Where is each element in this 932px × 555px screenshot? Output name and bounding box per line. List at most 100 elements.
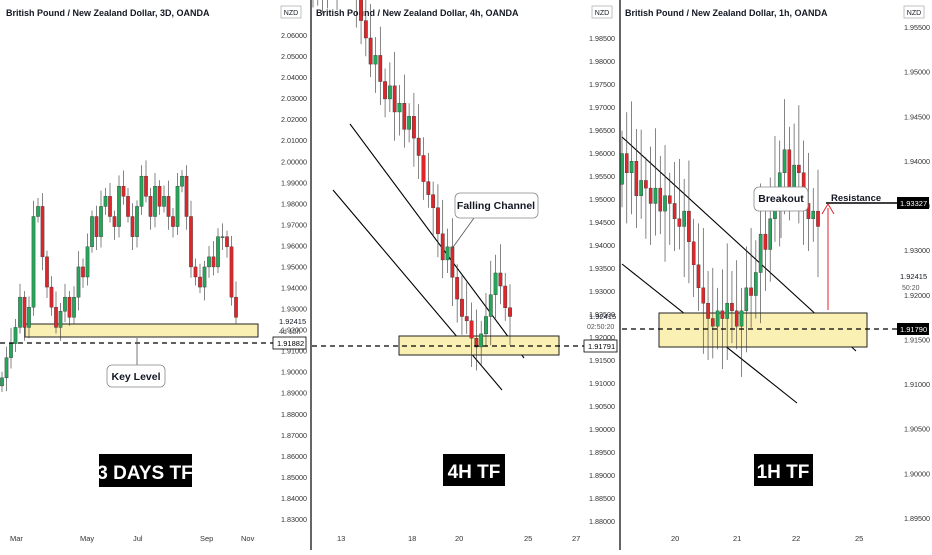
candle-body <box>498 272 503 287</box>
price-tick-label: 2.01000 <box>281 136 307 145</box>
price-tick-label: 2.06000 <box>281 31 307 40</box>
candle-body <box>754 272 758 296</box>
key-level-zone-1h <box>658 312 868 348</box>
currency-button-1h[interactable]: NZD <box>903 5 925 19</box>
candle-body <box>624 153 629 173</box>
candle-body <box>4 357 9 379</box>
candle-body <box>450 246 455 278</box>
candle-body <box>18 296 22 328</box>
price-tick-label: 1.94000 <box>904 157 930 166</box>
time-axis-1h[interactable]: 20 21 22 25 <box>671 534 863 543</box>
candle-body <box>383 81 387 100</box>
price-tick-label: 1.98500 <box>589 34 615 43</box>
price-tick-label: 1.86000 <box>281 452 307 461</box>
candle-body <box>706 302 710 319</box>
key-level-price-tag-3d <box>272 336 307 350</box>
price-axis-3d[interactable]: 2.06000 2.05000 2.04000 2.03000 2.02000 2.010… <box>281 31 307 524</box>
candle-body <box>387 85 392 100</box>
price-axis-4h[interactable]: 1.98500 1.98000 1.97500 1.97000 1.96500 1.960… <box>589 34 615 526</box>
callout-box-4h <box>454 192 539 219</box>
candle-body <box>234 296 238 318</box>
tf-label-4h: 4H TF <box>448 462 501 483</box>
time-tick-label: 20 <box>671 534 679 543</box>
candle-body <box>440 233 445 261</box>
currency-button-4h[interactable]: NZD <box>591 5 613 19</box>
price-tick-label: 1.93000 <box>904 246 930 255</box>
candle-body <box>81 266 85 278</box>
candle-body <box>629 161 634 173</box>
time-tick-label: 27 <box>572 534 580 543</box>
candle-body <box>811 210 816 219</box>
candle-body <box>720 310 725 319</box>
panel-3d: British Pound / New Zealand Dollar, 3D, … <box>0 5 307 543</box>
candle-body <box>157 186 162 207</box>
chart-title-4h: British Pound / New Zealand Dollar, 4h, … <box>316 8 519 18</box>
currency-button-3d[interactable]: NZD <box>280 5 302 19</box>
price-tick-label: 2.05000 <box>281 52 307 61</box>
candle-body <box>397 103 402 113</box>
candle-body <box>634 161 639 196</box>
candle-body <box>363 20 368 39</box>
candle-body <box>730 302 734 312</box>
time-tick-label: 20 <box>455 534 463 543</box>
candle-body <box>373 55 378 65</box>
time-axis-4h[interactable]: 13 18 20 25 27 <box>337 534 580 543</box>
price-tick-label: 1.89500 <box>589 448 615 457</box>
candle-body <box>189 216 193 268</box>
price-tick-label: 2.04000 <box>281 73 307 82</box>
price-tick-label: 1.91500 <box>589 356 615 365</box>
candle-body <box>792 164 796 189</box>
time-tick-label: Sep <box>200 534 213 543</box>
currency-label-4h: NZD <box>595 10 609 17</box>
time-tick-label: May <box>80 534 94 543</box>
price-tick-label: 1.90500 <box>589 402 615 411</box>
candle-body <box>63 296 67 312</box>
candle-body <box>144 175 148 197</box>
resistance-price: 1.93327 <box>900 199 927 208</box>
channel-upper-line <box>349 123 525 359</box>
price-tick-label: 1.95000 <box>281 262 307 271</box>
candle-body <box>22 296 27 328</box>
key-level-price-3d: 1.91882 <box>277 339 304 348</box>
candle-body <box>488 294 493 317</box>
candle-body <box>469 320 474 339</box>
price-tick-label: 1.95000 <box>589 195 615 204</box>
candle-body <box>658 187 663 212</box>
candle-body <box>474 338 479 348</box>
price-tick-label: 1.91000 <box>589 379 615 388</box>
candle-body <box>508 307 512 317</box>
candle-body <box>76 266 81 298</box>
candle-body <box>436 207 440 235</box>
resistance-price-tag <box>897 197 929 209</box>
current-price-3d: 1.92415 <box>279 317 306 326</box>
candle-body <box>27 307 31 328</box>
candle-body <box>620 153 624 185</box>
price-tick-label: 1.84000 <box>281 494 307 503</box>
time-axis-3d[interactable]: Mar May Jul Sep Nov <box>10 534 255 543</box>
price-tick-label: 1.90000 <box>904 469 930 478</box>
tf-badge-1h <box>754 454 813 486</box>
candle-body <box>701 287 706 304</box>
candle-body <box>0 377 4 387</box>
candle-body <box>49 286 54 308</box>
candles-3d <box>0 160 238 392</box>
price-tick-label: 1.98000 <box>281 199 307 208</box>
resistance-arrow-head <box>821 203 835 215</box>
candle-body <box>225 236 229 247</box>
candle-body <box>36 206 40 217</box>
chart-title-3d: British Pound / New Zealand Dollar, 3D, … <box>6 8 210 18</box>
candle-body <box>130 216 135 237</box>
candle-body <box>162 196 166 207</box>
candle-body <box>99 206 103 237</box>
countdown-3d: 4d 15h <box>279 329 301 336</box>
time-tick-label: 13 <box>337 534 345 543</box>
countdown-4h: 02:50:20 <box>587 324 614 331</box>
candle-body <box>503 285 508 308</box>
candle-body <box>426 181 431 195</box>
callout-box-3d <box>106 364 166 388</box>
candle-body <box>653 187 658 204</box>
candle-body <box>806 203 811 219</box>
candle-body <box>455 277 460 300</box>
chart-title-1h: British Pound / New Zealand Dollar, 1h, … <box>625 8 828 18</box>
price-tick-label: 1.94500 <box>904 112 930 121</box>
